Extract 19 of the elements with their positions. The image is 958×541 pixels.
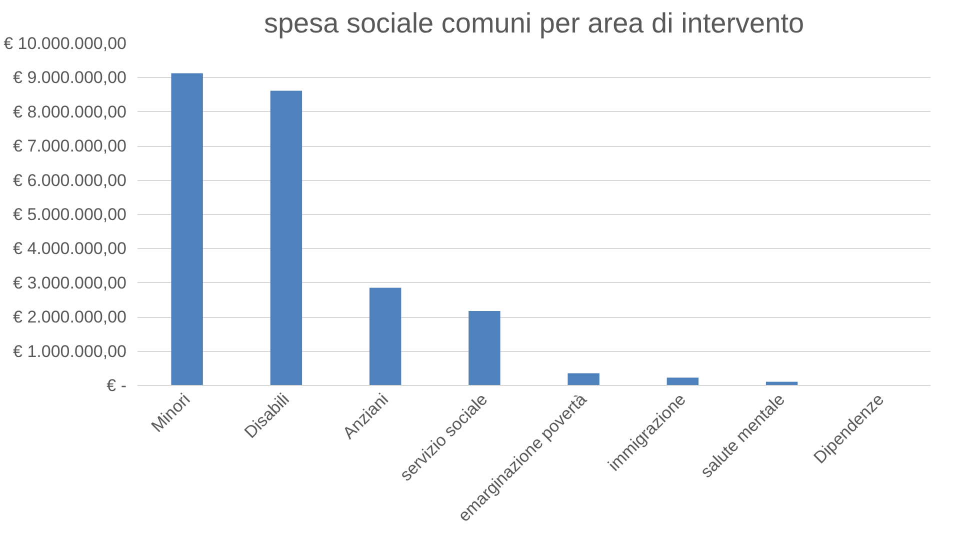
y-tick-label: € 2.000.000,00: [13, 308, 127, 327]
y-tick-label: € 6.000.000,00: [13, 170, 127, 190]
y-tick-label: € 8.000.000,00: [13, 102, 127, 122]
y-tick-label: € 5.000.000,00: [13, 205, 127, 224]
y-tick-label: € 1.000.000,00: [13, 342, 127, 361]
y-tick-label: € 7.000.000,00: [13, 136, 127, 156]
y-tick-label: € 9.000.000,00: [13, 68, 127, 88]
y-tick-label: € 3.000.000,00: [13, 273, 127, 292]
bar: [766, 382, 798, 386]
chart-title: spesa sociale comuni per area di intervento: [264, 8, 804, 38]
bar: [369, 288, 402, 386]
y-tick-label: € 10.000.000,00: [4, 34, 127, 53]
bar: [468, 310, 500, 386]
bar: [568, 373, 600, 386]
bar: [171, 73, 203, 386]
y-tick-label: € 4.000.000,00: [13, 239, 127, 258]
y-tick-label: € -: [106, 376, 127, 395]
bar: [270, 90, 302, 386]
bar: [666, 378, 699, 386]
